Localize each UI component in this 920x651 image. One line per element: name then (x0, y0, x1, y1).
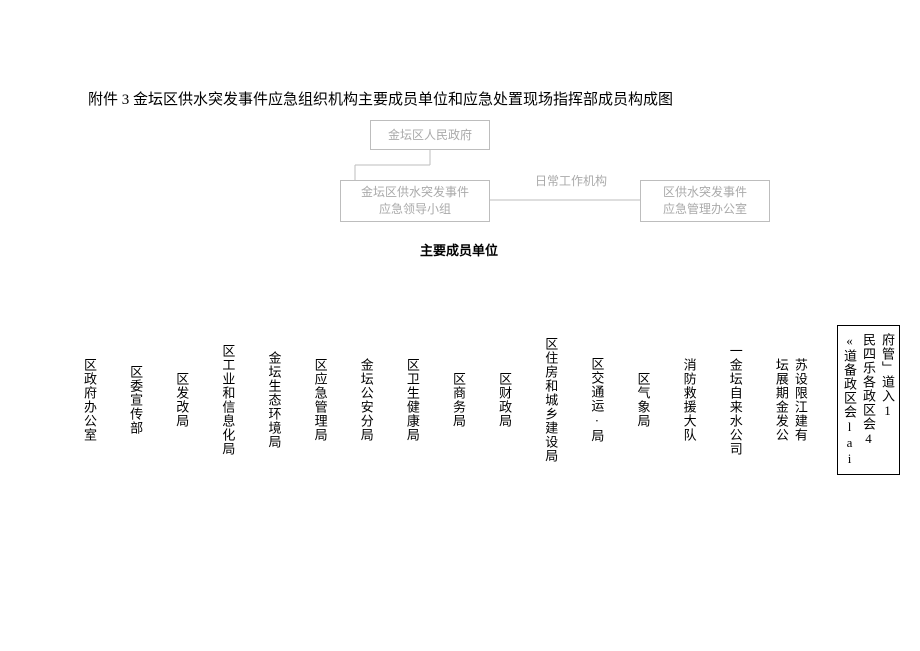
page-title: 附件 3 金坛区供水突发事件应急组织机构主要成员单位和应急处置现场指挥部成员构成… (88, 88, 673, 109)
member-item: 区财政局 (495, 325, 514, 475)
members-row: 区政府办公室 区委宣传部 区发改局 区工业和信息化局 金坛生态环境局 区应急管理局 金坛公安… (80, 325, 900, 475)
member-item: 一金坛自来水公司 (726, 325, 745, 475)
member-item: 区住房和城乡建设局 (541, 325, 560, 475)
member-item: 金坛生态环境局 (265, 325, 284, 475)
member-item: 区交通运·局 (587, 325, 606, 475)
org-right-box: 区供水突发事件 应急管理办公室 (640, 180, 770, 222)
member-item: 区政府办公室 (80, 325, 99, 475)
member-item: 金坛公安分局 (357, 325, 376, 475)
org-right-line2: 应急管理办公室 (663, 201, 747, 218)
member-item: 府管」道入1 民四乐各政区会4 «道备政区会lai (837, 325, 900, 475)
connector-label: 日常工作机构 (535, 172, 607, 189)
org-middle-line1: 金坛区供水突发事件 (361, 184, 469, 201)
org-top-box: 金坛区人民政府 (370, 120, 490, 150)
members-title: 主要成员单位 (420, 240, 498, 259)
member-item: 区商务局 (449, 325, 468, 475)
member-item: 消防救援大队 (680, 325, 699, 475)
member-item: 区发改局 (172, 325, 191, 475)
member-item: 区应急管理局 (311, 325, 330, 475)
org-middle-box: 金坛区供水突发事件 应急领导小组 (340, 180, 490, 222)
org-top-label: 金坛区人民政府 (388, 127, 472, 144)
member-item: 区卫生健康局 (403, 325, 422, 475)
member-item: 区工业和信息化局 (218, 325, 237, 475)
member-item: 区委宣传部 (126, 325, 145, 475)
org-right-line1: 区供水突发事件 (663, 184, 747, 201)
org-middle-line2: 应急领导小组 (379, 201, 451, 218)
member-item: 区气象局 (634, 325, 653, 475)
member-item: 苏设限江建有 坛展期金发公 (772, 325, 810, 475)
